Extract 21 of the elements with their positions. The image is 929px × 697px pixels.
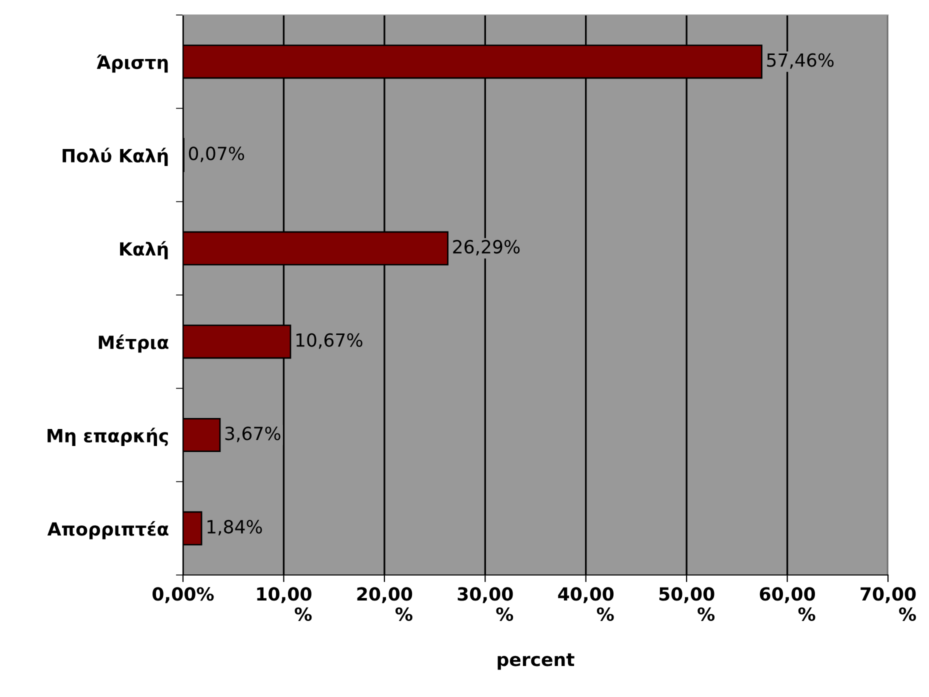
y-tick-label: Πολύ Καλή xyxy=(62,148,168,166)
y-tick-label: Άριστη xyxy=(96,54,168,73)
y-tick-label: Απορριπτέα xyxy=(47,521,168,540)
data-label: 10,67% xyxy=(296,333,362,349)
x-tick-label: 50,00 % xyxy=(659,587,715,621)
x-tick-label: 30,00 % xyxy=(458,587,514,621)
y-tick-label: Μη επαρκής xyxy=(48,428,168,446)
x-tick-label: 60,00 % xyxy=(760,587,816,621)
y-tick-label: Μέτρια xyxy=(98,334,168,353)
x-axis-title: percent xyxy=(498,653,574,670)
x-tick-label: 0,00% xyxy=(152,587,214,604)
x-tick-label: 40,00 % xyxy=(558,587,614,621)
data-label: 57,46% xyxy=(767,53,834,69)
data-label: 1,84% xyxy=(208,520,262,536)
data-label: 26,29% xyxy=(453,240,520,256)
x-tick-label: 20,00 % xyxy=(357,587,412,621)
data-label: 3,67% xyxy=(225,426,280,442)
x-tick-label: 70,00 % xyxy=(860,587,916,621)
data-label: 0,07% xyxy=(188,146,244,162)
y-tick-label: Καλή xyxy=(120,241,168,260)
x-tick-label: 10,00 % xyxy=(257,587,312,621)
